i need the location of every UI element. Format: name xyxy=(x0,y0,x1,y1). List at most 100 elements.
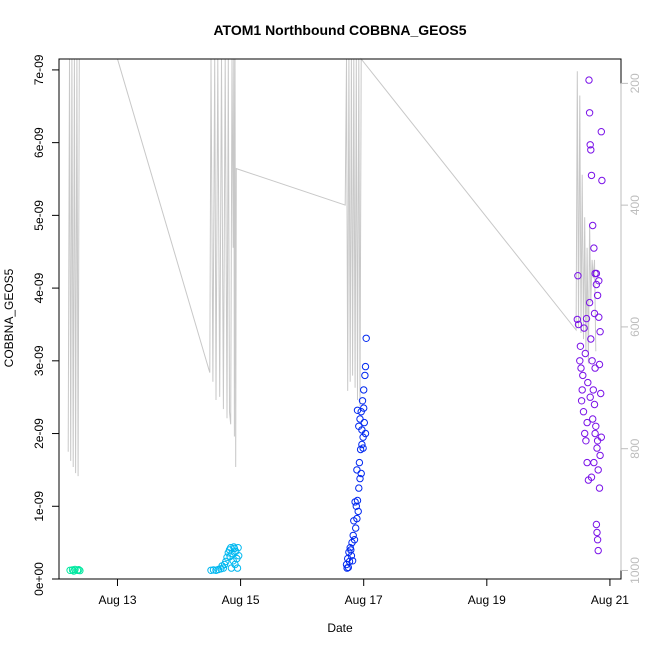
data-point-series-2 xyxy=(222,557,230,566)
data-point-series-4 xyxy=(574,320,583,329)
secondary-y-tick-label: 800 xyxy=(628,438,642,458)
data-point-series-4 xyxy=(582,314,591,323)
data-point-series-4 xyxy=(589,221,597,230)
data-point-series-4 xyxy=(586,393,594,401)
data-point-series-4 xyxy=(592,269,601,278)
y-axis: 0e+00 1e-09 2e-09 3e-09 4e-09 5e-09 6e-09 7e-09 xyxy=(32,54,59,596)
x-tick-label: Aug 17 xyxy=(345,593,383,607)
data-point-series-3 xyxy=(356,415,364,423)
data-point-series-3 xyxy=(343,564,351,572)
data-point-series-4 xyxy=(593,444,601,452)
data-point-series-3 xyxy=(353,406,362,414)
data-point-series-3 xyxy=(353,496,362,505)
data-point-series-4 xyxy=(586,141,594,149)
data-point-series-4 xyxy=(590,458,598,467)
data-point-series-3 xyxy=(359,444,367,452)
data-point-series-4 xyxy=(597,433,605,441)
data-point-series-2 xyxy=(227,564,236,572)
data-point-series-3 xyxy=(354,507,362,516)
data-point-series-2 xyxy=(226,552,234,561)
data-point-series-4 xyxy=(583,458,591,467)
y-tick-label: 0e+00 xyxy=(32,562,46,596)
data-point-series-3 xyxy=(361,371,369,380)
data-point-series-4 xyxy=(597,389,605,398)
data-point-series-3 xyxy=(347,546,355,554)
data-point-series-4 xyxy=(577,397,586,405)
data-point-series-4 xyxy=(579,408,588,416)
data-point-series-3 xyxy=(353,466,361,474)
data-point-series-4 xyxy=(580,324,588,332)
x-tick-label: Aug 19 xyxy=(468,593,506,607)
data-point-series-4 xyxy=(585,76,593,84)
secondary-y-tick-label: 200 xyxy=(628,73,642,93)
x-axis: Aug 13 Aug 15 Aug 17 Aug 19 Aug 21 xyxy=(98,579,629,607)
secondary-y-tick-label: 400 xyxy=(628,195,642,215)
data-point-series-4 xyxy=(587,335,595,343)
data-point-series-4 xyxy=(595,313,603,321)
data-point-series-4 xyxy=(595,484,604,492)
data-point-series-4 xyxy=(587,171,596,180)
data-point-series-2 xyxy=(223,553,231,561)
data-point-series-4 xyxy=(594,546,602,555)
altitude-line-layer xyxy=(67,57,597,477)
data-point-series-3 xyxy=(355,484,363,492)
data-points-layer xyxy=(66,76,606,575)
data-point-series-3 xyxy=(355,458,364,467)
secondary-y-tick-label: 1000 xyxy=(628,557,642,584)
data-point-series-2 xyxy=(209,566,218,574)
data-point-series-4 xyxy=(573,315,581,324)
y-tick-label: 1e-09 xyxy=(32,491,46,522)
data-point-series-3 xyxy=(352,524,360,532)
y-tick-label: 6e-09 xyxy=(32,127,46,158)
data-point-series-4 xyxy=(593,536,602,544)
y-tick-label: 5e-09 xyxy=(32,200,46,231)
x-tick-label: Aug 13 xyxy=(98,593,136,607)
data-point-series-4 xyxy=(589,415,597,423)
data-point-series-4 xyxy=(590,244,598,252)
data-point-series-4 xyxy=(595,277,603,285)
data-point-series-4 xyxy=(590,400,599,409)
data-point-series-3 xyxy=(356,474,364,483)
data-point-series-4 xyxy=(591,364,599,372)
data-point-series-2 xyxy=(229,557,237,565)
data-point-series-4 xyxy=(593,528,601,537)
data-point-series-3 xyxy=(362,334,370,342)
data-point-series-2 xyxy=(219,564,228,572)
data-point-series-4 xyxy=(598,176,606,185)
data-point-series-4 xyxy=(589,386,597,394)
data-point-series-4 xyxy=(587,146,595,154)
data-point-series-4 xyxy=(596,451,604,460)
data-point-series-4 xyxy=(592,422,600,430)
data-point-series-4 xyxy=(595,360,604,369)
x-tick-label: Aug 21 xyxy=(591,593,629,607)
data-point-series-3 xyxy=(358,440,366,449)
data-point-series-3 xyxy=(358,397,367,405)
data-point-series-4 xyxy=(581,349,589,358)
data-point-series-4 xyxy=(596,328,604,336)
x-tick-label: Aug 15 xyxy=(222,593,260,607)
data-point-series-1 xyxy=(75,566,83,574)
data-point-series-4 xyxy=(582,437,590,445)
data-point-series-4 xyxy=(577,364,585,372)
data-point-series-3 xyxy=(360,418,368,427)
data-point-series-4 xyxy=(583,418,591,427)
y-axis-label: COBBNA_GEOS5 xyxy=(2,268,16,367)
data-point-series-4 xyxy=(578,386,586,394)
data-point-series-3 xyxy=(360,404,368,412)
data-point-series-2 xyxy=(235,552,243,560)
data-point-series-4 xyxy=(593,291,602,300)
secondary-y-tick-label: 600 xyxy=(628,317,642,337)
data-point-series-4 xyxy=(594,466,602,474)
y-tick-label: 2e-09 xyxy=(32,418,46,449)
data-point-series-3 xyxy=(358,426,366,434)
data-point-series-4 xyxy=(584,378,592,387)
data-point-series-4 xyxy=(593,437,602,445)
data-point-series-3 xyxy=(350,517,358,525)
data-point-series-3 xyxy=(361,362,370,371)
data-point-series-2 xyxy=(230,543,238,551)
data-point-series-3 xyxy=(357,469,365,478)
data-point-series-3 xyxy=(360,386,368,394)
data-point-series-1 xyxy=(70,567,78,575)
data-point-series-3 xyxy=(344,563,352,572)
